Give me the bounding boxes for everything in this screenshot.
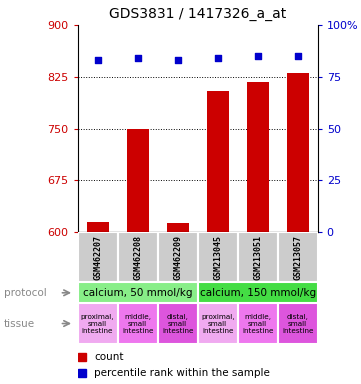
Text: calcium, 150 mmol/kg: calcium, 150 mmol/kg xyxy=(200,288,316,298)
Bar xyxy=(198,232,238,282)
Text: GSM462207: GSM462207 xyxy=(93,235,102,280)
Bar xyxy=(167,223,189,232)
Point xyxy=(95,57,100,63)
Point xyxy=(255,53,261,59)
Text: tissue: tissue xyxy=(4,318,35,329)
Bar xyxy=(78,303,118,344)
Text: protocol: protocol xyxy=(4,288,46,298)
Text: GSM213051: GSM213051 xyxy=(253,235,262,280)
Text: GSM213057: GSM213057 xyxy=(293,235,302,280)
Bar xyxy=(287,73,309,232)
Text: calcium, 50 mmol/kg: calcium, 50 mmol/kg xyxy=(83,288,192,298)
Bar xyxy=(247,82,269,232)
Bar xyxy=(87,222,109,232)
Bar xyxy=(118,232,158,282)
Bar xyxy=(198,303,238,344)
Point xyxy=(215,55,221,61)
Point xyxy=(135,55,140,61)
Text: distal,
small
intestine: distal, small intestine xyxy=(282,313,313,334)
Text: distal,
small
intestine: distal, small intestine xyxy=(162,313,193,334)
Bar xyxy=(198,282,318,303)
Text: GSM462209: GSM462209 xyxy=(173,235,182,280)
Point xyxy=(175,57,180,63)
Bar xyxy=(78,232,118,282)
Text: middle,
small
intestine: middle, small intestine xyxy=(242,313,273,334)
Text: middle,
small
intestine: middle, small intestine xyxy=(122,313,153,334)
Bar xyxy=(278,303,318,344)
Text: count: count xyxy=(95,352,124,362)
Bar xyxy=(127,129,149,232)
Bar xyxy=(238,232,278,282)
Point xyxy=(295,53,301,59)
Text: proximal,
small
intestine: proximal, small intestine xyxy=(201,313,234,334)
Text: proximal,
small
intestine: proximal, small intestine xyxy=(81,313,114,334)
Bar xyxy=(78,282,198,303)
Text: percentile rank within the sample: percentile rank within the sample xyxy=(95,368,270,378)
Bar xyxy=(238,303,278,344)
Bar xyxy=(278,232,318,282)
Bar xyxy=(206,91,229,232)
Bar xyxy=(158,303,198,344)
Text: GSM462208: GSM462208 xyxy=(133,235,142,280)
Text: GSM213045: GSM213045 xyxy=(213,235,222,280)
Title: GDS3831 / 1417326_a_at: GDS3831 / 1417326_a_at xyxy=(109,7,286,21)
Bar xyxy=(158,232,198,282)
Bar xyxy=(118,303,158,344)
